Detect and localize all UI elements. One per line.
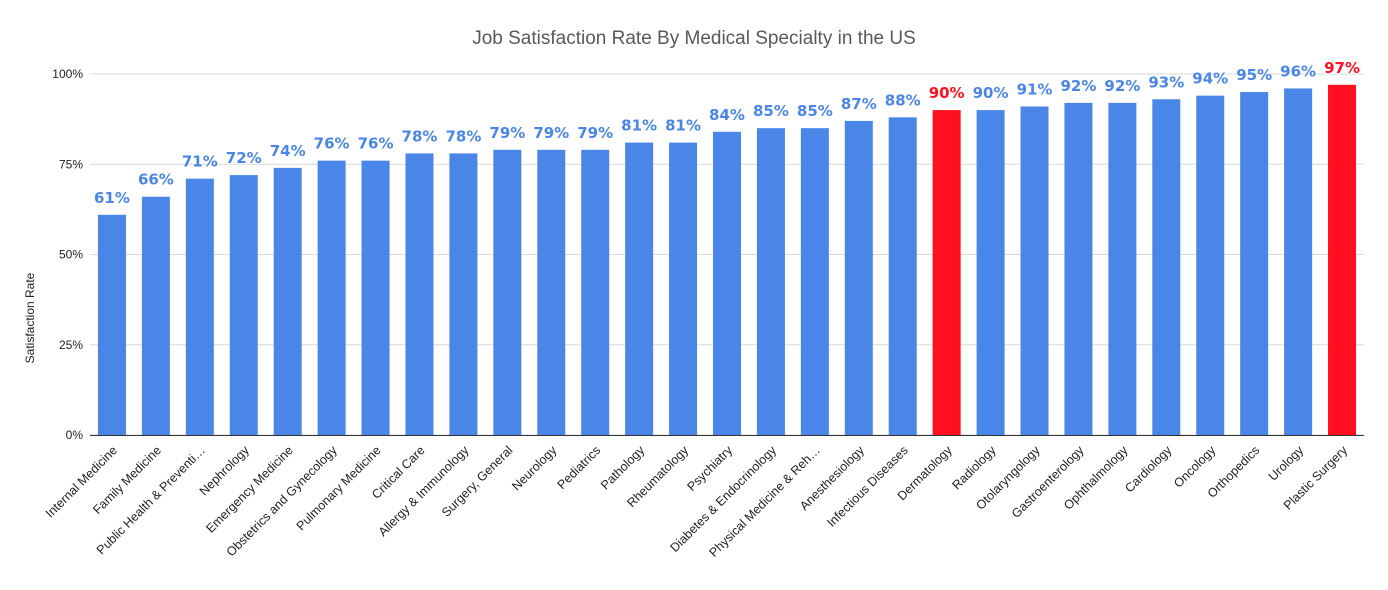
data-label: 88% bbox=[885, 91, 921, 109]
data-label: 97% bbox=[1324, 59, 1360, 77]
bar-chart: Job Satisfaction Rate By Medical Special… bbox=[0, 0, 1388, 590]
data-label: 74% bbox=[270, 142, 306, 160]
bar bbox=[801, 128, 829, 435]
data-label: 95% bbox=[1236, 66, 1272, 84]
bar bbox=[1021, 106, 1049, 435]
y-tick-label: 50% bbox=[59, 248, 83, 262]
y-tick-label: 0% bbox=[66, 428, 84, 442]
bar bbox=[625, 143, 653, 435]
bars bbox=[98, 85, 1356, 435]
data-label: 66% bbox=[138, 171, 174, 189]
bar bbox=[493, 150, 521, 435]
bar bbox=[581, 150, 609, 435]
bar bbox=[1064, 103, 1092, 435]
bar bbox=[1152, 99, 1180, 435]
data-label: 79% bbox=[489, 124, 525, 142]
data-label: 78% bbox=[402, 127, 438, 145]
bar bbox=[362, 161, 390, 435]
bar bbox=[669, 143, 697, 435]
data-label: 61% bbox=[94, 189, 130, 207]
data-label: 93% bbox=[1148, 73, 1184, 91]
data-label: 81% bbox=[665, 117, 701, 135]
data-label: 85% bbox=[753, 102, 789, 120]
data-label: 85% bbox=[797, 102, 833, 120]
bar bbox=[98, 215, 126, 435]
x-axis-ticks: Internal MedicineFamily MedicinePublic H… bbox=[43, 443, 1351, 560]
bar bbox=[405, 153, 433, 435]
data-label: 92% bbox=[1060, 77, 1096, 95]
bar bbox=[537, 150, 565, 435]
data-label: 76% bbox=[314, 135, 350, 153]
y-axis-label: Satisfaction Rate bbox=[23, 272, 37, 363]
x-tick-label: Pulmonary Medicine bbox=[294, 443, 384, 533]
data-label: 90% bbox=[929, 84, 965, 102]
bar bbox=[1240, 92, 1268, 435]
data-label: 87% bbox=[841, 95, 877, 113]
bar bbox=[757, 128, 785, 435]
bar bbox=[142, 197, 170, 435]
x-tick-label: Neurology bbox=[509, 443, 560, 494]
y-tick-label: 25% bbox=[59, 338, 83, 352]
data-label: 91% bbox=[1017, 80, 1053, 98]
data-label: 71% bbox=[182, 153, 218, 171]
bar bbox=[977, 110, 1005, 435]
data-label: 81% bbox=[621, 117, 657, 135]
data-label: 79% bbox=[533, 124, 569, 142]
x-tick-label: Infectious Diseases bbox=[824, 443, 911, 530]
data-label: 90% bbox=[973, 84, 1009, 102]
bar bbox=[449, 153, 477, 435]
x-tick-label: Pediatrics bbox=[555, 443, 604, 492]
y-tick-label: 100% bbox=[52, 67, 83, 81]
bar bbox=[318, 161, 346, 435]
x-tick-label: Urology bbox=[1266, 443, 1307, 484]
data-label: 72% bbox=[226, 149, 262, 167]
y-tick-label: 75% bbox=[59, 157, 83, 171]
y-axis-ticks: 0% 25% 50% 75% 100% bbox=[52, 67, 83, 442]
bar bbox=[1108, 103, 1136, 435]
data-label: 79% bbox=[577, 124, 613, 142]
data-label: 92% bbox=[1104, 77, 1140, 95]
bar bbox=[1284, 88, 1312, 435]
bar bbox=[889, 117, 917, 435]
bar bbox=[1196, 96, 1224, 435]
x-tick-label: Internal Medicine bbox=[43, 443, 120, 520]
x-tick-label: Cardiology bbox=[1122, 443, 1175, 496]
bar bbox=[186, 179, 214, 435]
data-label: 84% bbox=[709, 106, 745, 124]
data-label: 78% bbox=[445, 127, 481, 145]
x-tick-label: Emergency Medicine bbox=[203, 443, 295, 535]
data-label: 76% bbox=[358, 135, 394, 153]
bar bbox=[713, 132, 741, 435]
data-label: 96% bbox=[1280, 62, 1316, 80]
bar bbox=[230, 175, 258, 435]
bar bbox=[1328, 85, 1356, 435]
chart-title: Job Satisfaction Rate By Medical Special… bbox=[472, 28, 916, 49]
bar bbox=[274, 168, 302, 435]
bar bbox=[933, 110, 961, 435]
bar bbox=[845, 121, 873, 435]
data-label: 94% bbox=[1192, 70, 1228, 88]
